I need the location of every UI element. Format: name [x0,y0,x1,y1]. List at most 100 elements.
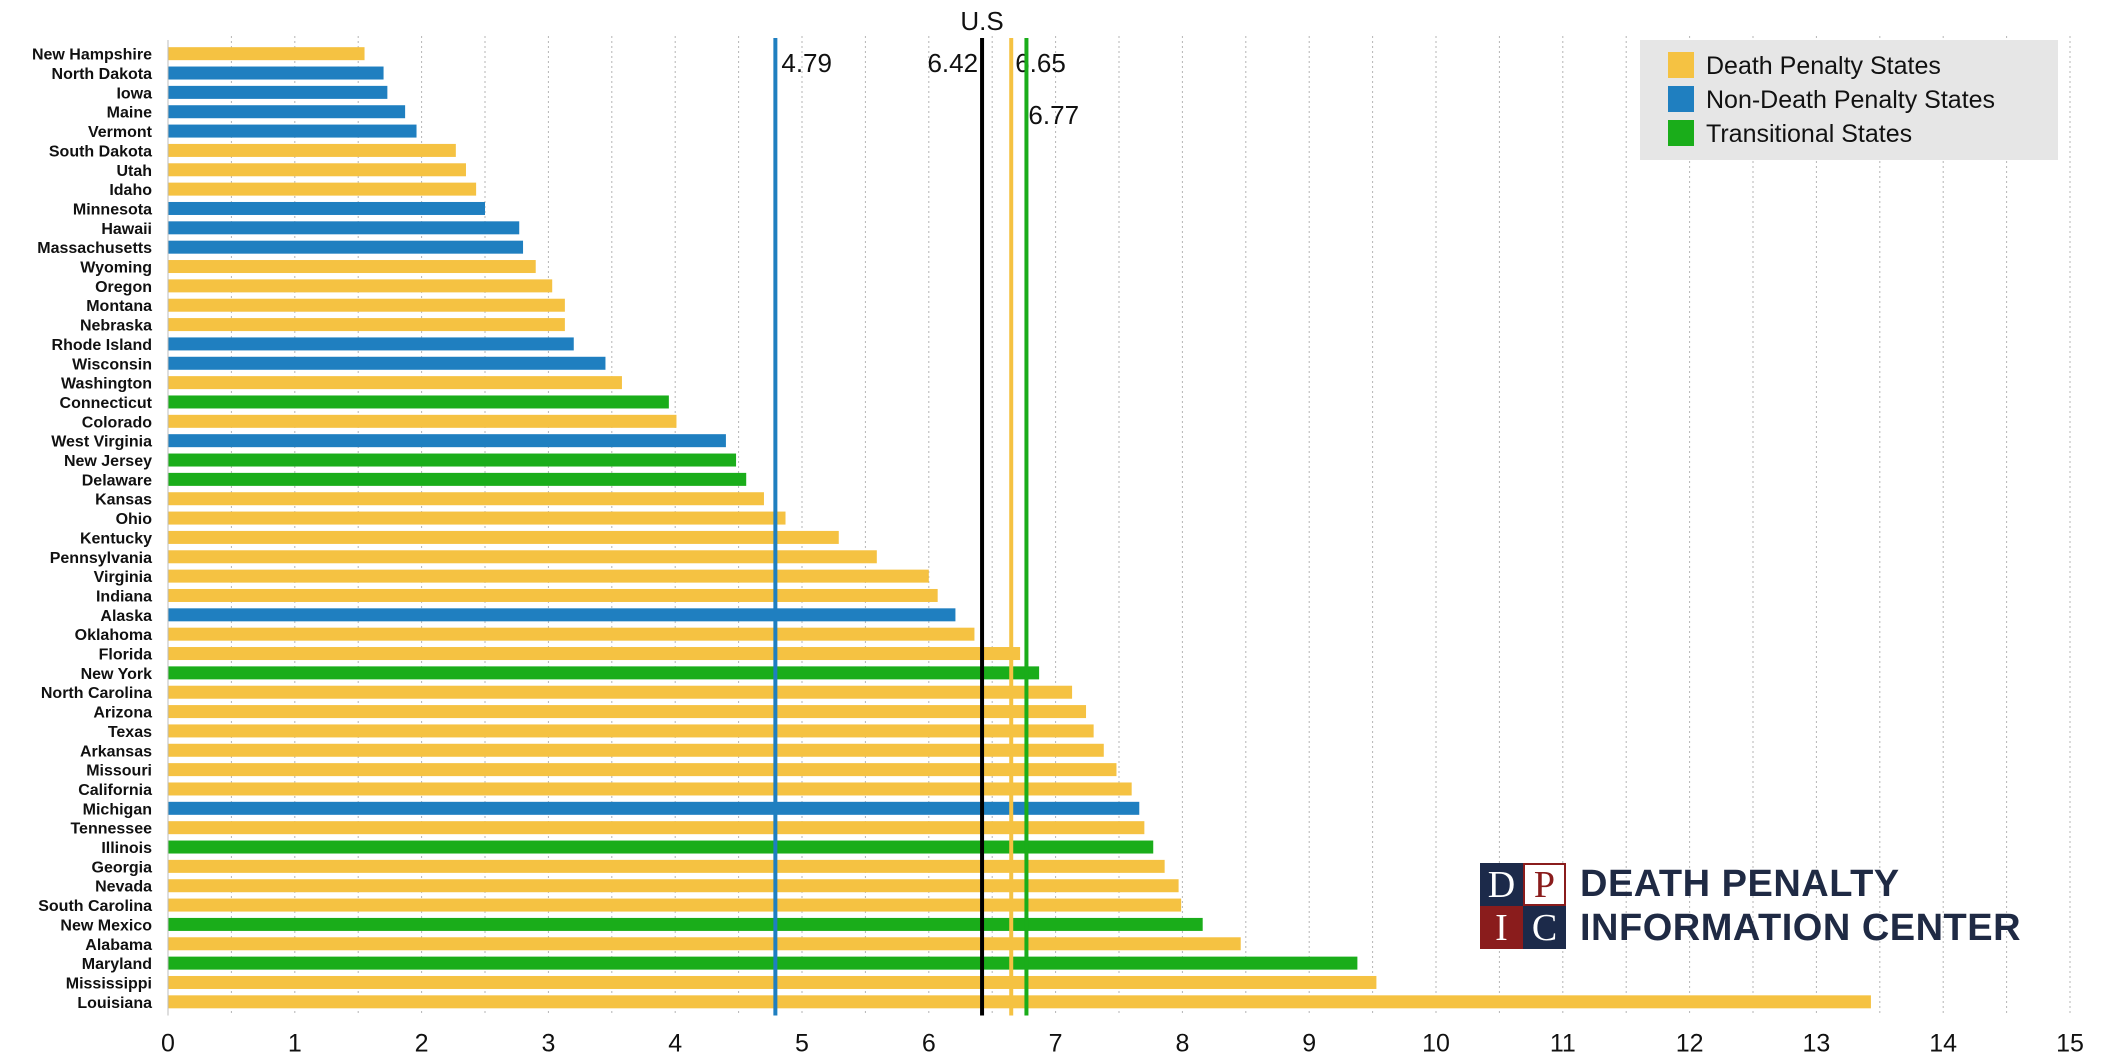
bars-group [168,47,1871,1009]
bar-alabama [168,937,1241,951]
state-label: Maine [107,105,152,122]
state-label: Michigan [83,801,152,818]
x-tick-label: 1 [288,1030,302,1052]
bar-wyoming [168,260,536,274]
legend-swatch-nondeath [1668,86,1694,112]
bar-utah [168,163,466,177]
legend-swatch-transitional [1668,120,1694,146]
x-tick-label: 11 [1550,1030,1576,1052]
bar-rhode-island [168,337,574,351]
state-label: Washington [61,376,152,393]
bar-pennsylvania [168,550,877,564]
state-label: Maryland [82,956,152,973]
state-label: California [78,782,152,799]
bar-california [168,782,1132,796]
state-label: Hawaii [101,221,152,238]
bar-virginia [168,569,929,583]
logo-letter-p: P [1523,863,1566,906]
state-label: Mississippi [66,975,152,992]
state-label: Rhode Island [52,337,152,354]
dpic-logo-text: DEATH PENALTY INFORMATION CENTER [1580,862,2021,950]
state-label: Delaware [82,472,152,489]
ref-label-us: 6.42 [927,48,978,78]
state-label: Illinois [101,840,152,857]
state-label: Alaska [100,608,152,625]
bar-wisconsin [168,356,606,370]
x-tick-label: 7 [1049,1030,1063,1052]
bar-tennessee [168,821,1145,835]
bar-arkansas [168,743,1104,757]
state-label: Wisconsin [72,356,152,373]
x-tick-label: 0 [161,1030,175,1052]
legend-swatch-death [1668,52,1694,78]
bar-maryland [168,956,1358,970]
bar-south-dakota [168,143,456,157]
logo-line-2: INFORMATION CENTER [1580,907,2022,949]
state-label: Oregon [95,279,152,296]
bar-minnesota [168,201,485,215]
bar-kansas [168,492,764,506]
x-tick-label: 10 [1422,1030,1450,1052]
legend: Death Penalty States Non-Death Penalty St… [1640,40,2058,160]
bar-kentucky [168,530,839,544]
state-label: Massachusetts [37,240,152,257]
x-tick-label: 4 [668,1030,682,1052]
x-tick-label: 9 [1302,1030,1316,1052]
bar-michigan [168,801,1140,815]
bar-vermont [168,124,417,138]
x-tick-label: 2 [415,1030,429,1052]
logo-letter-c: C [1523,906,1566,949]
state-label: Ohio [116,511,153,528]
state-label: North Dakota [52,66,153,83]
bar-south-carolina [168,898,1182,912]
state-label: Idaho [109,182,152,199]
state-label: Alabama [85,937,152,954]
ref-label-transitional: 6.77 [1028,100,1079,130]
state-label: Vermont [88,124,153,141]
state-label: Kansas [95,492,152,509]
state-label: Texas [108,724,152,741]
state-label: Tennessee [70,821,152,838]
bar-alaska [168,608,956,622]
state-label: Virginia [94,569,152,586]
bar-maine [168,105,406,119]
state-label: Louisiana [77,995,152,1012]
state-label: New Jersey [64,453,152,470]
state-label: New Mexico [60,917,152,934]
bar-arizona [168,705,1087,719]
bar-mississippi [168,975,1377,989]
bar-north-carolina [168,685,1073,699]
state-label: South Carolina [38,898,152,915]
ref-header-us: U.S [960,6,1003,36]
bar-west-virginia [168,434,726,448]
logo-letter-i: I [1480,906,1523,949]
state-labels-group: New Hampshire North Dakota Iowa Maine Vermon… [32,47,153,1012]
state-label: Nebraska [80,318,152,335]
bar-delaware [168,472,747,486]
state-label: West Virginia [51,434,152,451]
bar-new-jersey [168,453,737,467]
state-label: Indiana [96,588,152,605]
legend-label-death: Death Penalty States [1706,52,1941,80]
bar-missouri [168,763,1117,777]
state-label: Kentucky [80,530,152,547]
bar-nevada [168,879,1179,893]
state-label: Colorado [82,414,152,431]
state-label: Georgia [92,859,153,876]
x-tick-label: 13 [1802,1030,1830,1052]
state-label: New Hampshire [32,47,152,64]
x-tick-label: 6 [922,1030,936,1052]
state-label: New York [81,666,153,683]
state-label: Minnesota [73,201,152,218]
bar-north-dakota [168,66,384,80]
bar-florida [168,647,1021,661]
state-label: Missouri [86,763,152,780]
state-label: North Carolina [41,685,152,702]
bar-illinois [168,840,1154,854]
bar-montana [168,298,565,312]
bar-iowa [168,85,388,99]
legend-label-nondeath: Non-Death Penalty States [1706,86,1995,114]
x-axis: 0 1 2 3 4 5 6 7 8 9 10 11 12 13 14 15 [161,40,2084,1052]
bar-oregon [168,279,553,293]
reference-lines-group: 4.79 6.42 U.S 6.65 6.77 [773,6,1079,1016]
